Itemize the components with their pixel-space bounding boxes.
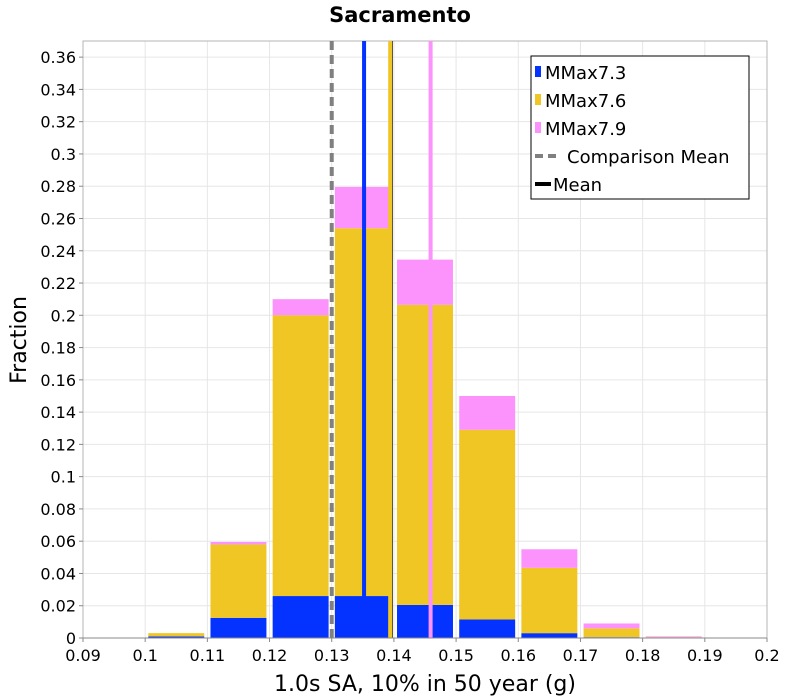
x-tick-label: 0.19 <box>687 646 723 665</box>
y-tick-label: 0.34 <box>40 80 76 99</box>
y-tick-label: 0.18 <box>40 339 76 358</box>
y-axis-title: Fraction <box>7 296 32 384</box>
x-tick-label: 0.18 <box>625 646 661 665</box>
y-tick-label: 0.02 <box>40 597 76 616</box>
y-tick-label: 0.32 <box>40 113 76 132</box>
y-tick-label: 0.08 <box>40 500 76 519</box>
x-tick-label: 0.11 <box>190 646 226 665</box>
bar-mmax7-6-bin-1 <box>210 544 267 618</box>
legend-label-mmax7-6: MMax7.6 <box>545 91 626 112</box>
y-tick-label: 0.16 <box>40 371 76 390</box>
bar-mmax7-9-bin-4 <box>397 259 453 305</box>
bar-mmax7-6-bin-0 <box>148 633 205 637</box>
mean-lines <box>329 41 433 638</box>
x-tick-label: 0.17 <box>563 646 599 665</box>
y-tick-label: 0.3 <box>51 145 76 164</box>
y-tick-label: 0.22 <box>40 274 76 293</box>
y-tick-label: 0.28 <box>40 177 76 196</box>
bar-mmax7-6-bin-2 <box>272 315 329 597</box>
x-tick-label: 0.15 <box>438 646 474 665</box>
y-tick-label: 0.12 <box>40 435 76 454</box>
legend-label-mmax7-3: MMax7.3 <box>545 63 626 84</box>
bar-mmax7-9-bin-2 <box>272 299 329 316</box>
bar-mmax7-3-bin-6 <box>521 633 578 638</box>
bar-mmax7-3-bin-1 <box>210 617 267 638</box>
legend: MMax7.3 MMax7.6 MMax7.9 Comparison Mean Mean <box>530 55 750 200</box>
chart-title: Sacramento <box>329 3 471 27</box>
legend-label-comparison-mean: Comparison Mean <box>567 147 730 168</box>
legend-box <box>530 55 750 200</box>
bar-mmax7-9-bin-6 <box>521 549 578 568</box>
bar-mmax7-9-bin-5 <box>459 395 516 430</box>
y-tick-label: 0.36 <box>40 48 76 67</box>
legend-swatch-mmax7-6 <box>535 94 541 105</box>
bar-mmax7-6-bin-5 <box>459 429 516 620</box>
x-tick-label: 0.2 <box>754 646 779 665</box>
legend-label-mean: Mean <box>553 175 602 196</box>
y-tick-label: 0 <box>66 629 76 648</box>
bar-mmax7-9-bin-7 <box>583 623 640 629</box>
legend-label-mmax7-9: MMax7.9 <box>545 119 626 140</box>
bar-mmax7-6-bin-4 <box>397 304 453 605</box>
bar-mmax7-3-bin-2 <box>272 596 329 638</box>
bar-mmax7-3-bin-5 <box>459 619 516 638</box>
bar-mmax7-9-bin-1 <box>210 541 267 545</box>
x-tick-label: 0.16 <box>500 646 536 665</box>
y-tick-label: 0.14 <box>40 403 76 422</box>
x-tick-label: 0.12 <box>252 646 288 665</box>
x-tick-label: 0.13 <box>314 646 350 665</box>
x-axis-ticks: 0.09 0.1 0.11 0.12 0.13 0.14 0.15 0.16 0.17 0.18 0… <box>65 638 780 665</box>
legend-swatch-mmax7-3 <box>535 66 541 77</box>
x-axis-title: 1.0s SA, 10% in 50 year (g) <box>274 672 576 697</box>
y-axis-ticks: 0 0.02 0.04 0.06 0.08 0.1 0.12 0.14 0.16 0.18 0.2 0… <box>40 48 83 648</box>
x-tick-label: 0.14 <box>376 646 412 665</box>
y-tick-label: 0.2 <box>51 306 76 325</box>
bar-mmax7-3-bin-0 <box>148 636 205 638</box>
x-tick-label: 0.1 <box>132 646 157 665</box>
y-tick-label: 0.04 <box>40 564 76 583</box>
bar-mmax7-6-bin-6 <box>521 567 578 634</box>
y-tick-label: 0.1 <box>51 468 76 487</box>
legend-swatch-mmax7-9 <box>535 122 541 133</box>
x-tick-label: 0.09 <box>65 646 101 665</box>
bar-mmax7-3-bin-4 <box>397 604 453 638</box>
y-tick-label: 0.26 <box>40 209 76 228</box>
bar-mmax7-9-bin-8 <box>645 636 702 638</box>
bar-mmax7-6-bin-7 <box>583 628 640 638</box>
y-tick-label: 0.06 <box>40 532 76 551</box>
y-tick-label: 0.24 <box>40 242 76 261</box>
